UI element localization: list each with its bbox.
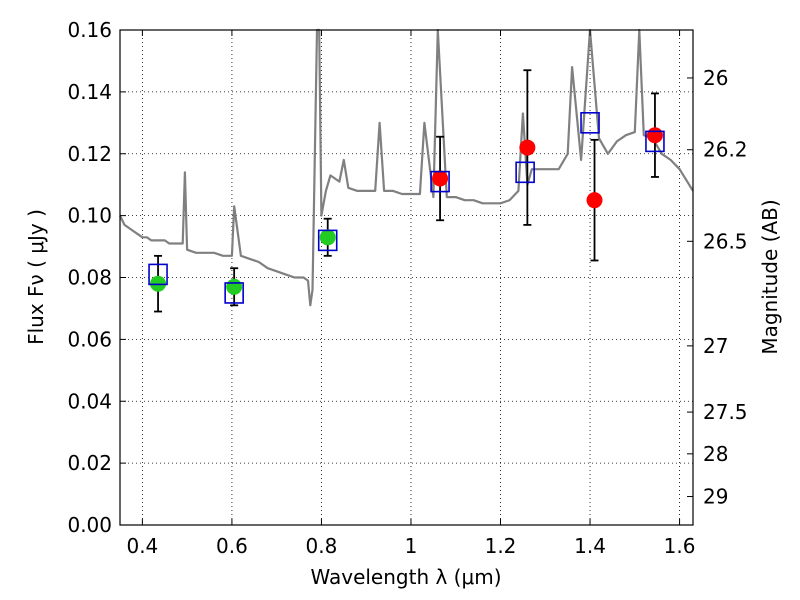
x-tick-label: 1.4 [574,534,606,558]
right-tick-label: 26.2 [703,138,748,162]
y-tick-label: 0.12 [67,142,112,166]
y-tick-label: 0.08 [67,266,112,290]
axis-ticks [120,29,693,526]
model-photometry-square [317,229,338,252]
x-tick-label: 1 [405,534,418,558]
right-tick-label: 27.5 [703,400,748,424]
y-tick-label: 0.02 [67,451,112,475]
observed-nir-point [519,139,536,156]
y-tick-label: 0.14 [67,80,112,104]
x-tick-label: 1.6 [664,534,696,558]
axis-tick-labels: 0.4 0.6 0.8 1 1.2 1.4 1.6 0.00 0.02 0.04 0.06 0.08 0… [67,18,747,558]
observed-nir-point [646,127,663,144]
right-tick-label: 28 [703,442,728,466]
x-axis-label: Wavelength λ (μm) [310,565,501,589]
right-tick-label: 26.5 [703,229,748,253]
y-tick-label: 0.06 [67,327,112,351]
observed-optical-point [226,278,243,295]
y-tick-label: 0.10 [67,204,112,228]
y-axis-label: Flux Fν ( μJy ) [24,209,48,345]
observed-nir-point [432,170,449,187]
model-photometry-square [580,112,600,134]
x-tick-label: 0.4 [126,534,158,558]
grid [120,30,693,525]
model-photometry-square [430,170,450,193]
x-tick-label: 0.6 [216,534,248,558]
y-tick-label: 0.00 [67,513,112,537]
model-photometry-square [645,130,665,153]
markers-layer [148,112,665,304]
model-photometry-square [515,161,535,184]
right-tick-label: 27 [703,334,728,358]
observed-nir-point [586,192,603,209]
x-tick-label: 1.2 [485,534,517,558]
model-spectrum-layer [119,28,694,307]
right-tick-label: 29 [703,485,728,509]
right-axis-label: Magnitude (AB) [758,199,782,354]
plot-background [120,30,693,525]
model-photometry-square [148,263,168,286]
x-tick-label: 0.8 [306,534,338,558]
model-spectrum-line [119,28,694,307]
right-tick-label: 26 [703,66,728,90]
model-photometry-square [224,282,244,304]
observed-optical-point [319,229,336,246]
y-tick-label: 0.16 [67,18,112,42]
y-tick-label: 0.04 [67,389,112,413]
